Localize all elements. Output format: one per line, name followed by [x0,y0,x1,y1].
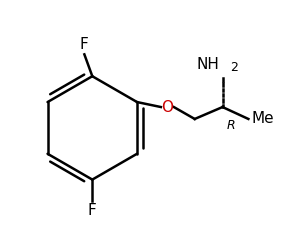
Text: F: F [80,37,89,52]
Text: 2: 2 [231,61,238,74]
Text: Me: Me [251,111,274,126]
Text: NH: NH [197,57,219,72]
Text: F: F [88,203,97,218]
Text: R: R [227,119,235,132]
Text: O: O [161,100,173,115]
